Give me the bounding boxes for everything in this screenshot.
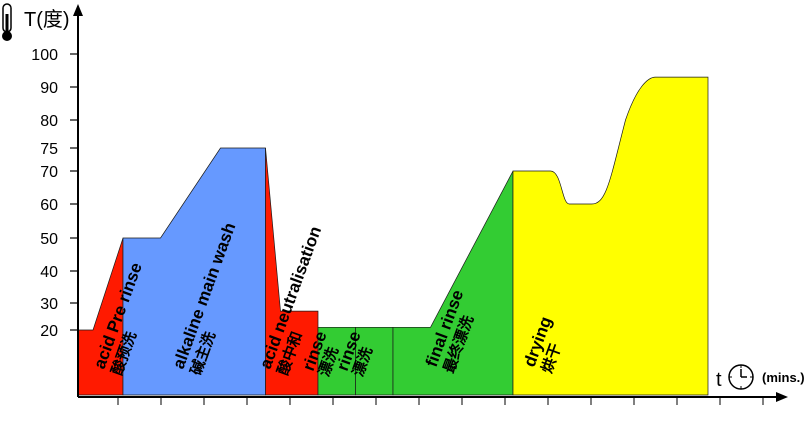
x-axis-unit: (mins.) — [762, 370, 805, 385]
phase-area-acid_neut — [265, 147, 319, 396]
y-tick-label: 60 — [40, 197, 58, 214]
thermometer-icon — [2, 3, 12, 41]
axes: 20 30 40 50 60 70 75 80 90 100 — [31, 4, 788, 405]
y-tick-label: 70 — [40, 164, 58, 181]
phase-area-final_rinse — [392, 170, 514, 396]
clock-icon — [728, 364, 754, 390]
y-tick-label: 30 — [40, 296, 58, 313]
y-axis-arrow — [73, 4, 83, 16]
y-tick-label: 20 — [40, 323, 58, 340]
x-axis-arrow — [776, 392, 788, 402]
y-tick-label: 80 — [40, 113, 58, 130]
x-ticks — [117, 397, 764, 405]
y-ticks: 20 30 40 50 60 70 75 80 90 100 — [31, 47, 78, 340]
y-tick-label: 90 — [40, 80, 58, 97]
phase-area-drying — [512, 76, 709, 396]
y-tick-label: 40 — [40, 264, 58, 281]
y-tick-label: 100 — [31, 47, 58, 64]
phase-areas — [77, 76, 709, 396]
y-axis-label: T(度) — [24, 8, 70, 31]
x-axis-label: t — [716, 369, 722, 391]
y-tick-label: 50 — [40, 231, 58, 248]
y-tick-label: 75 — [40, 141, 58, 158]
